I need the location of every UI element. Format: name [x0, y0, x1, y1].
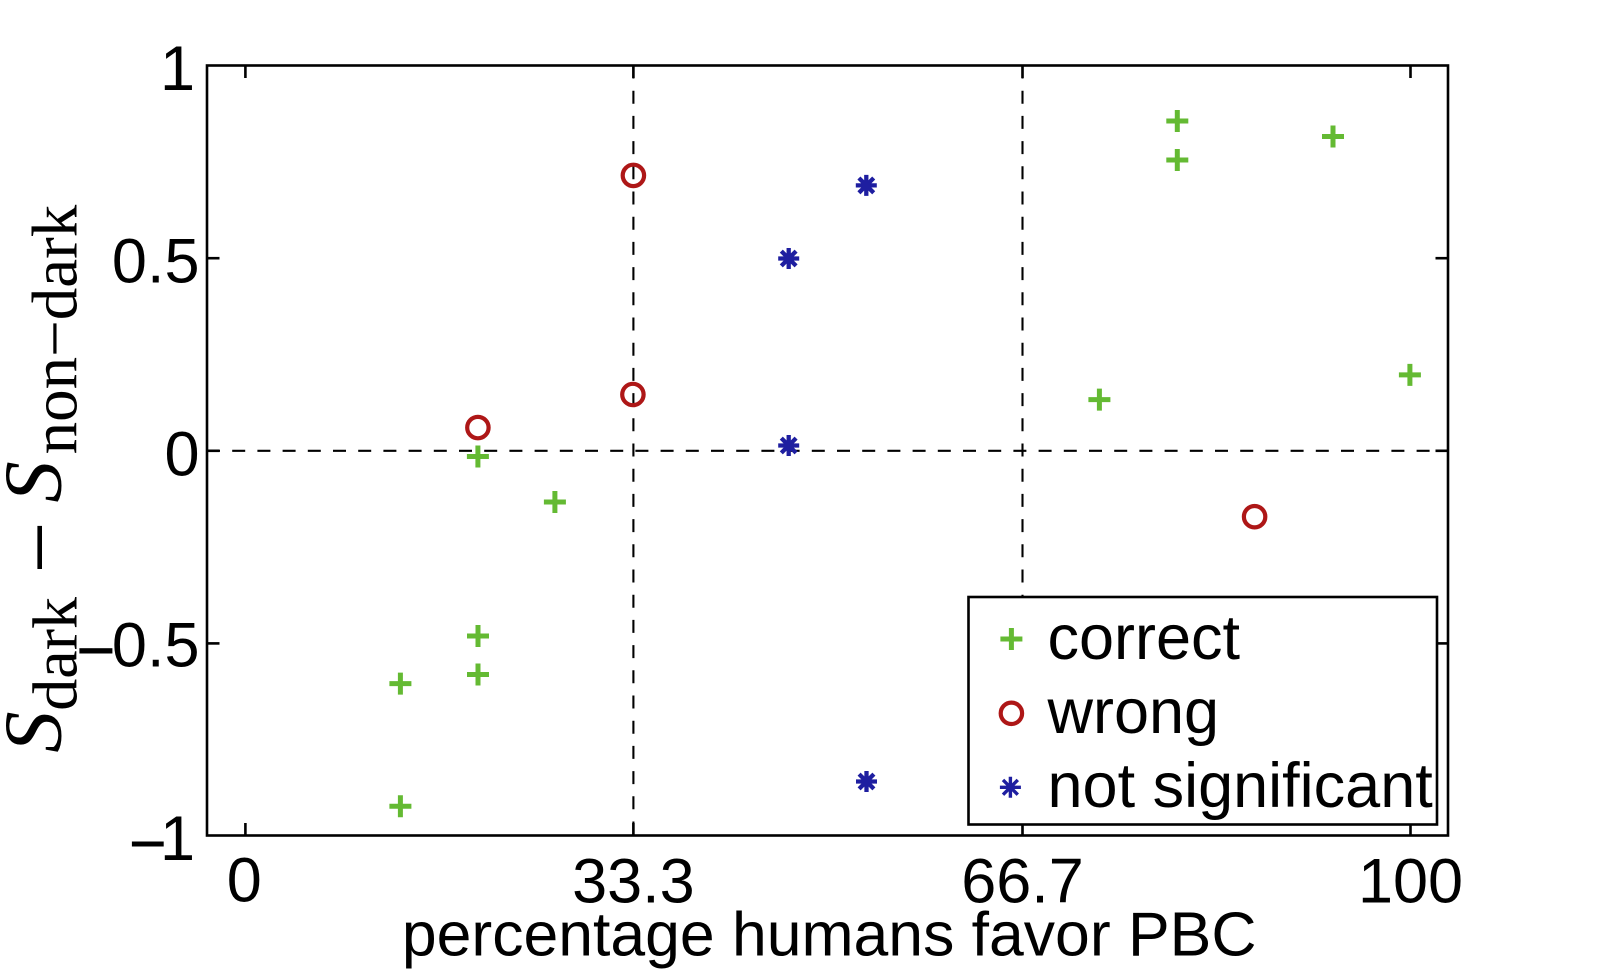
svg-text:100: 100 — [1358, 847, 1463, 917]
svg-text:33.3: 33.3 — [572, 847, 695, 917]
svg-text:correct: correct — [1048, 603, 1241, 673]
svg-text:0: 0 — [164, 419, 199, 489]
svg-text:1: 1 — [160, 34, 195, 104]
svg-text:0.5: 0.5 — [112, 227, 200, 297]
svg-text:0: 0 — [227, 846, 262, 916]
svg-text:S: S — [0, 461, 79, 503]
svg-text:not significant: not significant — [1048, 751, 1434, 821]
svg-text:0.5: 0.5 — [112, 611, 200, 681]
svg-text:1: 1 — [160, 804, 195, 874]
svg-text:non−dark: non−dark — [20, 204, 92, 454]
svg-text:66.7: 66.7 — [961, 847, 1084, 917]
svg-text:wrong: wrong — [1047, 677, 1220, 747]
svg-text:dark: dark — [20, 597, 91, 711]
svg-text:S: S — [0, 711, 79, 753]
svg-text:percentage humans favor PBC: percentage humans favor PBC — [402, 900, 1257, 969]
